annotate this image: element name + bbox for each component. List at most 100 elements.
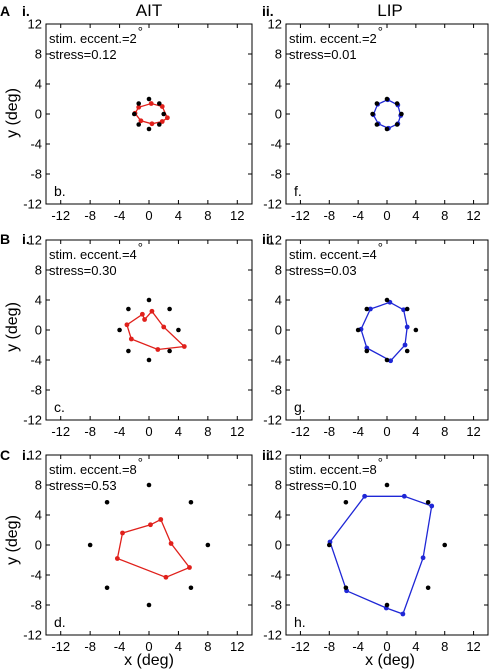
x-tick-label: 0 [383,639,390,654]
roman-b-ii: ii. [262,231,274,247]
x-tick-label: -8 [84,208,96,223]
y-axis-label-a: y (deg) [4,88,21,138]
fit-point [404,324,410,330]
stimulus-point [117,327,122,333]
column-title-ait: AIT [136,1,162,20]
stimulus-point [413,327,419,333]
stim-eccentricity-label: stim. eccent.=2 [289,31,377,46]
panel-label: b. [54,183,66,199]
x-tick-label: 12 [230,208,244,223]
x-tick-label: 12 [466,208,480,223]
fit-point [159,104,165,109]
stress-label: stress=0.03 [289,263,357,278]
row-letter-c: C [0,447,10,463]
x-tick-label: 0 [145,424,152,439]
y-tick-label: -12 [23,628,42,643]
stimulus-point [399,111,404,117]
stimulus-point [343,585,349,591]
fit-point [149,308,155,314]
stimulus-point [384,96,390,102]
y-tick-label: -8 [30,167,42,182]
panel-b-lip: -12 -8 -4 0 4 8 12 -12 -8 -4 0 4 8 12 stim. eccent.=4 °… [263,233,489,439]
y-tick-label: -12 [263,197,282,212]
roman-a-ii: ii. [262,3,274,19]
stress-label: stress=0.01 [289,47,357,62]
x-tick-label: -12 [291,424,310,439]
x-tick-label: 8 [441,208,448,223]
fit-point [138,118,144,124]
stimulus-point [384,482,390,488]
y-tick-label: -12 [263,628,282,643]
panel-label: g. [294,399,306,415]
stimulus-point [425,585,431,591]
stimulus-point [157,122,162,127]
fit-point [139,311,145,317]
stimulus-point [425,499,431,505]
y-tick-label: -4 [30,353,42,368]
y-tick-label: 0 [275,107,282,122]
stimulus-point [364,348,370,354]
fit-point [187,565,192,570]
column-title-lip: LIP [377,1,403,20]
degree-mark: ° [138,455,143,470]
x-tick-label: -4 [114,424,126,439]
y-tick-label: 0 [275,538,282,553]
y-tick-label: 4 [35,293,42,308]
y-tick-label: 12 [28,448,42,463]
fit-point [168,541,174,546]
fit-point [142,317,147,322]
y-tick-label: -4 [270,353,282,368]
stimulus-point [126,306,131,312]
stimulus-point [146,602,152,608]
x-tick-label: 4 [412,639,419,654]
fit-polygon [329,495,433,615]
stress-label: stress=0.53 [49,478,117,493]
fit-point [368,306,373,312]
stimulus-point [157,101,162,106]
y-tick-label: 4 [35,77,42,92]
degree-mark: ° [378,240,383,255]
stimulus-point [131,111,137,117]
stimulus-point [167,306,172,312]
y-axis-label-b: y (deg) [4,302,21,352]
fit-point [388,358,394,364]
stimulus-point [146,482,152,488]
y-tick-label: 4 [275,508,282,523]
fit-point [149,121,155,127]
stimulus-point [146,357,152,363]
stimulus-point [343,499,349,505]
stim-eccentricity-label: stim. eccent.=2 [49,31,137,46]
fit-point [401,493,407,499]
y-tick-label: 8 [275,263,282,278]
roman-c-ii: ii. [262,447,274,463]
y-tick-label: 8 [275,47,282,62]
fit-point [128,336,134,342]
stimulus-point [146,126,152,132]
y-tick-label: -4 [270,137,282,152]
stimulus-point [394,122,400,127]
fit-point [164,115,170,121]
stimulus-point [384,357,390,363]
panel-a-ait: -12 -8 -4 0 4 8 12 -12 -8 -4 0 4 8 12 stim. eccent.=2 °… [23,17,253,223]
y-tick-label: -4 [30,137,42,152]
stimulus-point [188,499,194,505]
stimulus-point [161,111,167,117]
stimulus-point [87,542,93,548]
x-tick-label: 4 [412,424,419,439]
x-tick-label: -8 [324,639,336,654]
stimulus-point [355,327,361,333]
degree-mark: ° [138,24,143,39]
x-tick-label: -8 [84,639,96,654]
stimulus-point [374,101,380,106]
x-tick-label: -12 [51,208,70,223]
degree-mark: ° [138,240,143,255]
fit-point [120,530,125,536]
x-tick-label: -4 [352,208,364,223]
stimulus-point [370,111,375,117]
y-tick-label: 4 [275,293,282,308]
y-tick-label: 4 [35,508,42,523]
stimulus-point [442,542,448,548]
x-tick-label: 12 [466,424,480,439]
x-tick-label: -12 [291,208,310,223]
stimulus-point [104,499,110,505]
